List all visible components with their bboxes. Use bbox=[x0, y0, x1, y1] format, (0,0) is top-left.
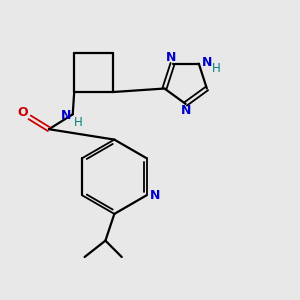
Text: N: N bbox=[181, 104, 191, 117]
Text: N: N bbox=[150, 189, 160, 202]
Text: H: H bbox=[212, 62, 221, 76]
Text: N: N bbox=[166, 51, 176, 64]
Text: O: O bbox=[18, 106, 28, 119]
Text: N: N bbox=[202, 56, 212, 69]
Text: H: H bbox=[74, 116, 82, 129]
Text: N: N bbox=[61, 109, 71, 122]
